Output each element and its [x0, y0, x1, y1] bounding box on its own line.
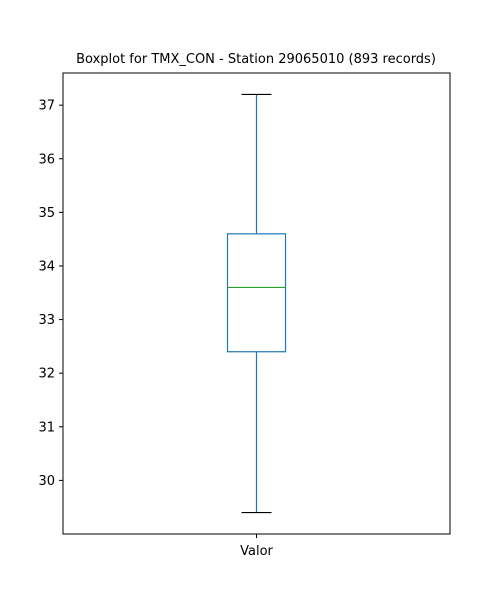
y-tick-label: 36 — [38, 152, 55, 167]
x-tick-label: Valor — [240, 544, 273, 559]
y-tick-label: 34 — [38, 259, 55, 274]
iqr-box — [226, 233, 287, 353]
y-tick-label: 30 — [38, 474, 55, 489]
y-tick-label: 32 — [38, 367, 55, 382]
chart-title: Boxplot for TMX_CON - Station 29065010 (… — [76, 52, 436, 67]
y-tick-label: 33 — [38, 313, 55, 328]
y-tick-label: 37 — [38, 99, 55, 114]
y-tick-label: 35 — [38, 206, 55, 221]
y-tick-label: 31 — [38, 420, 55, 435]
